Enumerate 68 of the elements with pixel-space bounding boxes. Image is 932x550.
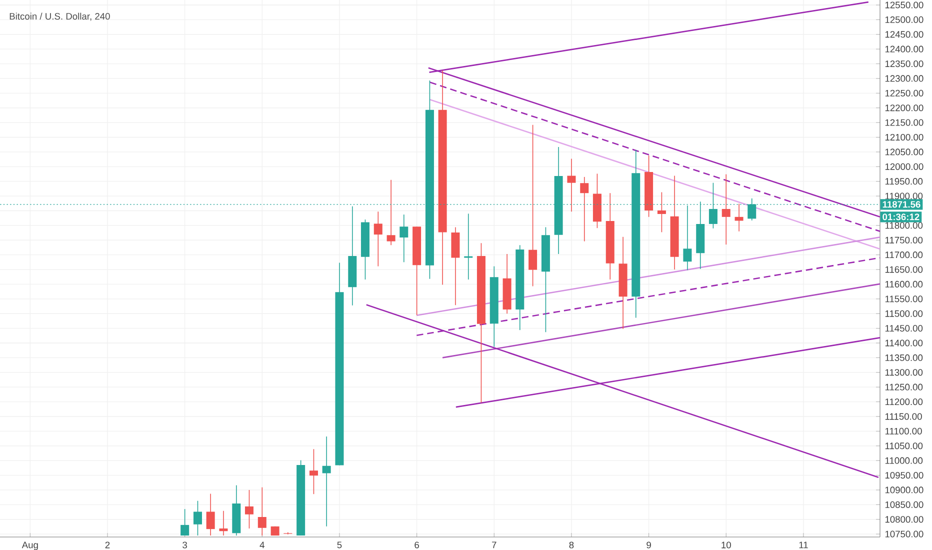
y-tick-label: 10800.00 xyxy=(885,516,924,523)
x-tick-label: Aug xyxy=(22,542,38,550)
candlestick xyxy=(374,211,382,267)
candlestick xyxy=(193,500,202,536)
x-tick-label: 10 xyxy=(722,542,731,548)
candlestick xyxy=(657,192,666,233)
text: Bitcoin / U.S. Dollar, 240 xyxy=(10,12,110,21)
y-tick-label: 11400.00 xyxy=(885,340,923,346)
y-tick-label: 11600.00 xyxy=(885,280,923,288)
candlestick xyxy=(528,124,538,287)
x-tick-label: 7 xyxy=(492,542,496,548)
y-tick-label: 12400.00 xyxy=(885,46,924,52)
y-tick-label: 11250.00 xyxy=(885,384,923,390)
y-tick-label: 12150.00 xyxy=(885,119,924,126)
y-tick-label: 10750.00 xyxy=(885,530,924,538)
y-tick-label: 12550.00 xyxy=(885,2,924,8)
candlestick xyxy=(180,508,190,536)
candlestick xyxy=(464,213,473,280)
y-tick-label: 12350.00 xyxy=(885,60,924,68)
y-tick-label: 11150.00 xyxy=(885,413,922,420)
y-tick-label: 11750.00 xyxy=(885,236,923,244)
y-tick-label: 12250.00 xyxy=(885,90,924,96)
y-tick-label: 12200.00 xyxy=(885,104,924,112)
y-tick-label: 12000.00 xyxy=(885,163,924,170)
y-tick-label: 11550.00 xyxy=(885,296,923,302)
text: 01:36:12 xyxy=(882,214,920,220)
y-tick-label: 10950.00 xyxy=(885,472,924,479)
candlestick xyxy=(258,486,266,536)
y-tick-label: 12500.00 xyxy=(885,16,924,23)
y-tick-label: 11900.00 xyxy=(885,192,923,200)
x-tick-label: 11 xyxy=(799,542,808,548)
candlestick xyxy=(244,490,254,529)
y-tick-label: 11500.00 xyxy=(885,310,923,317)
x-tick-label: 9 xyxy=(646,542,651,548)
x-tick-label: 3 xyxy=(182,542,187,548)
candlestick xyxy=(567,158,576,212)
y-tick-label: 11000.00 xyxy=(885,457,923,464)
y-tick-label: 12100.00 xyxy=(885,134,924,141)
y-tick-label: 10850.00 xyxy=(885,501,924,508)
candlestick xyxy=(734,203,744,232)
y-tick-label: 11700.00 xyxy=(885,252,923,258)
candlestick xyxy=(322,436,331,527)
x-tick-label: 5 xyxy=(337,542,342,548)
y-tick-label: 11300.00 xyxy=(885,369,923,376)
y-tick-label: 12300.00 xyxy=(885,75,924,82)
y-tick-label: 11950.00 xyxy=(885,178,923,185)
candlestick xyxy=(400,214,408,263)
y-tick-label: 11450.00 xyxy=(885,325,923,332)
candlestick xyxy=(386,179,396,246)
candlestick xyxy=(722,174,730,245)
y-tick-label: 10900.00 xyxy=(885,486,924,494)
y-tick-label: 11100.00 xyxy=(885,428,922,434)
candlestick xyxy=(309,448,318,494)
y-tick-label: 11650.00 xyxy=(885,266,923,273)
x-tick-label: 2 xyxy=(105,542,110,548)
y-tick-label: 12450.00 xyxy=(885,31,924,38)
x-tick-label: 4 xyxy=(260,542,264,548)
candlestick xyxy=(206,493,215,536)
y-tick-label: 11800.00 xyxy=(885,222,923,229)
y-tick-label: 11350.00 xyxy=(885,354,923,361)
candlestick xyxy=(580,176,589,242)
y-tick-label: 11200.00 xyxy=(885,398,923,406)
x-tick-label: 8 xyxy=(569,542,574,548)
candlestick xyxy=(219,510,228,536)
ref-line-label: 11871.56 xyxy=(882,201,920,208)
x-tick-label: 6 xyxy=(414,542,419,548)
y-tick-label: 11050.00 xyxy=(885,442,923,450)
y-tick-label: 12050.00 xyxy=(885,148,924,156)
